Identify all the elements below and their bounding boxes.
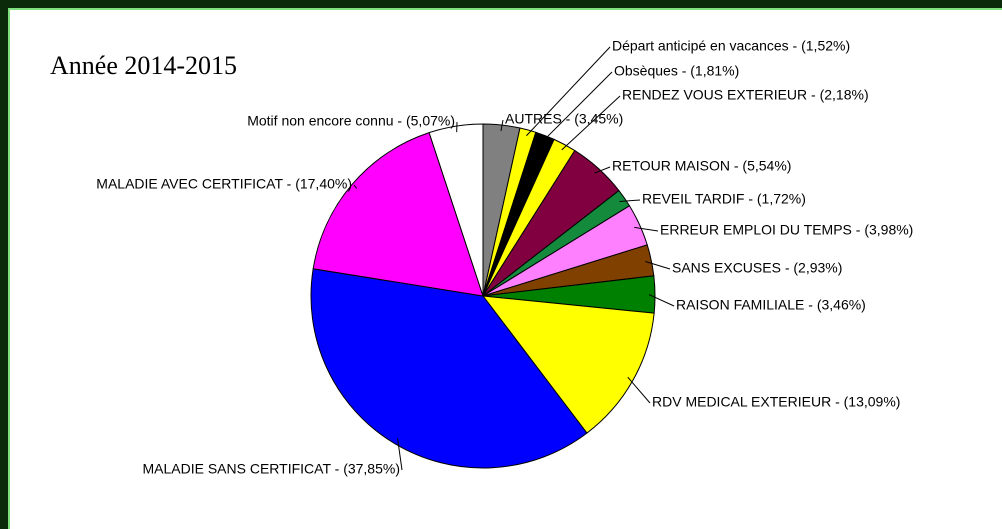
pie-slice [428,123,484,297]
slice-label: RETOUR MAISON - (5,54%) [612,158,791,174]
slice-label: RAISON FAMILIALE - (3,46%) [676,297,866,313]
leader-line [645,260,671,270]
slice-label: RDV MEDICAL EXTERIEUR - (13,09%) [652,394,900,410]
leader-line [627,376,651,404]
chart-title: Année 2014-2015 [50,51,237,80]
slice-label: AUTRES - (3,45%) [505,111,623,127]
slice-label: Motif non encore connu - (5,07%) [247,113,455,129]
slice-label: Départ anticipé en vacances - (1,52%) [612,38,850,54]
slice-label: Obsèques - (1,81%) [614,63,739,79]
slice-label: SANS EXCUSES - (2,93%) [672,260,842,276]
slice-label: RENDEZ VOUS EXTERIEUR - (2,18%) [622,87,869,103]
leader-line [561,95,621,151]
leader-line [353,184,358,189]
leader-line [397,438,403,471]
slice-label: MALADIE AVEC CERTIFICAT - (17,40%) [96,176,352,192]
leader-line [526,46,611,137]
slice-label: ERREUR EMPLOI DU TEMPS - (3,98%) [660,222,913,238]
leader-line [542,71,613,142]
pie-slice [310,268,588,469]
slice-label: MALADIE SANS CERTIFICAT - (37,85%) [142,461,400,477]
leader-line [634,226,659,232]
leader-line [500,119,504,132]
pie-slice [481,295,655,434]
leader-line [648,294,675,307]
pie-slice [312,132,484,297]
slice-label: REVEIL TARDIF - (1,72%) [642,191,806,207]
leader-line [594,166,611,174]
leader-line [619,199,641,202]
